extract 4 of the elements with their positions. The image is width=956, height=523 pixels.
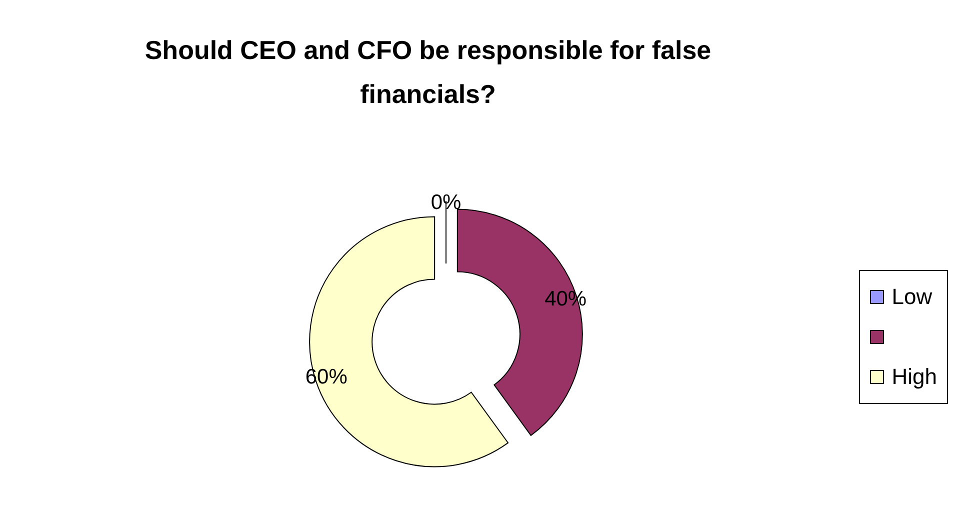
chart-title: Should CEO and CFO be responsible for false financials?: [144, 34, 712, 111]
legend-label: High: [892, 364, 937, 390]
legend-label: Low: [892, 284, 932, 310]
text: 0%: [430, 190, 462, 214]
